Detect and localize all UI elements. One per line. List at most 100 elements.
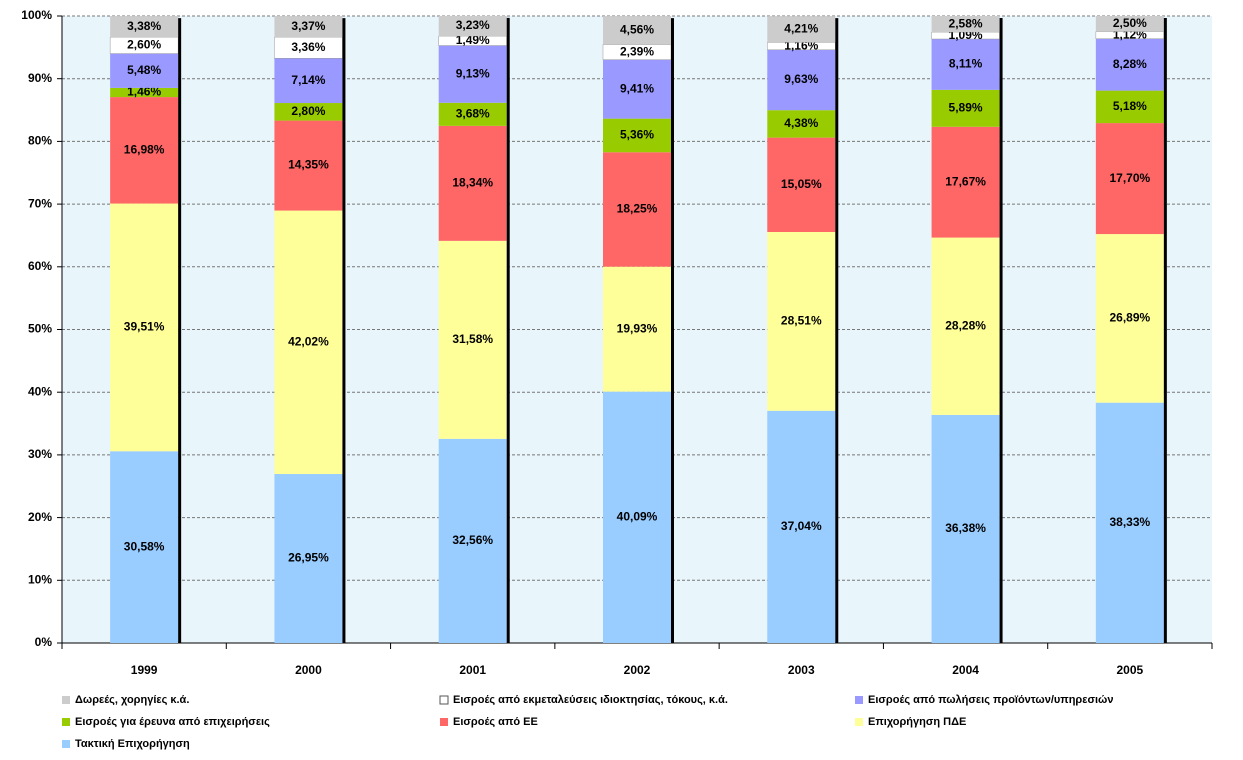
bar-segment [438, 102, 507, 126]
data-label: 3,68% [456, 106, 490, 120]
y-tick-label: 0% [35, 635, 53, 649]
x-tick-label: 1999 [131, 663, 158, 677]
legend-label: Τακτική Επιχορήγηση [75, 738, 190, 750]
y-tick-label: 30% [28, 447, 52, 461]
bar-segment [110, 97, 179, 204]
bar-segment [110, 53, 179, 88]
bar-segment [767, 16, 836, 43]
legend-swatch [62, 718, 70, 726]
data-label: 1,46% [127, 85, 161, 99]
data-label: 17,67% [945, 174, 986, 188]
bar-segment [1095, 123, 1164, 235]
bar-segment [438, 15, 507, 37]
bar-segment [274, 210, 343, 475]
bar-segment [603, 391, 671, 643]
data-label: 9,63% [784, 72, 818, 86]
data-label: 9,41% [620, 81, 654, 95]
data-label: 15,05% [781, 177, 822, 191]
bar-segment [603, 152, 671, 267]
data-label: 28,51% [781, 314, 822, 328]
bar-segment [931, 39, 1000, 90]
data-label: 1,49% [456, 33, 490, 47]
data-label: 4,21% [784, 21, 818, 35]
legend-swatch [855, 696, 863, 704]
y-tick-label: 20% [28, 510, 52, 524]
data-label: 4,38% [784, 116, 818, 130]
bar-segment [767, 232, 836, 411]
legend-label: Εισροές από εκμεταλεύσεις ιδιοκτησίας, τ… [453, 694, 728, 706]
data-label: 26,89% [1110, 311, 1151, 325]
bar-segment [603, 118, 671, 153]
y-tick-label: 10% [28, 572, 52, 586]
x-tick-label: 2000 [295, 663, 322, 677]
data-label: 18,34% [452, 176, 493, 190]
bar-segment [767, 137, 836, 233]
legend-swatch [62, 696, 70, 704]
data-label: 9,13% [456, 66, 490, 80]
y-tick-label: 100% [21, 8, 52, 22]
legend-swatch [439, 695, 449, 705]
y-tick-label: 80% [28, 134, 52, 148]
bar-segment [274, 58, 343, 104]
data-label: 5,48% [127, 63, 161, 77]
bar-segment [1095, 402, 1164, 643]
data-label: 26,95% [288, 551, 329, 565]
data-label: 42,02% [288, 334, 329, 348]
data-label: 2,58% [949, 16, 983, 30]
data-label: 3,37% [291, 19, 325, 33]
data-label: 19,93% [617, 321, 658, 335]
legend-label: Επιχορήγηση ΠΔΕ [868, 716, 966, 728]
bar-segment [110, 451, 179, 643]
bar-segment [931, 237, 1000, 415]
bar-segment [1095, 234, 1164, 403]
y-tick-label: 70% [28, 196, 52, 210]
data-label: 5,89% [949, 100, 983, 114]
bar-segment [274, 16, 343, 38]
bar-segment [603, 59, 671, 119]
bar-segment [438, 125, 507, 241]
data-label: 39,51% [124, 320, 165, 334]
data-label: 3,23% [456, 18, 490, 32]
data-label: 2,80% [291, 104, 325, 118]
bar-segment [274, 103, 343, 121]
legend-swatch [62, 740, 70, 748]
y-tick-label: 90% [28, 71, 52, 85]
bar-segment [1095, 16, 1164, 32]
bar-segment [931, 414, 1000, 643]
data-label: 2,39% [620, 44, 654, 58]
bar-segment [931, 126, 1000, 238]
data-label: 32,56% [452, 533, 493, 547]
bar-segment [931, 16, 1000, 33]
y-tick-label: 50% [28, 322, 52, 336]
data-label: 18,25% [617, 202, 658, 216]
bar-segment [438, 438, 507, 643]
x-tick-label: 2005 [1117, 663, 1144, 677]
legend-label: Εισροές για έρευνα από επιχειρήσεις [75, 716, 270, 728]
y-tick-label: 40% [28, 384, 52, 398]
y-tick-label: 60% [28, 259, 52, 273]
bar-segment [274, 474, 343, 643]
data-label: 3,38% [127, 19, 161, 33]
legend-label: Δωρεές, χορηγίες κ.ά. [75, 694, 189, 706]
data-label: 36,38% [945, 521, 986, 535]
legend-swatch [855, 718, 863, 726]
data-label: 28,28% [945, 318, 986, 332]
data-label: 7,14% [291, 73, 325, 87]
bar-segment [1095, 90, 1164, 124]
data-label: 17,70% [1110, 171, 1151, 185]
x-tick-label: 2001 [459, 663, 486, 677]
data-label: 4,56% [620, 23, 654, 37]
bar-segment [274, 120, 343, 211]
bar-segment [438, 240, 507, 439]
bar-segment [603, 16, 671, 45]
data-label: 16,98% [124, 142, 165, 156]
data-label: 38,33% [1110, 515, 1151, 529]
data-label: 14,35% [288, 158, 329, 172]
data-label: 2,50% [1113, 16, 1147, 30]
data-label: 31,58% [452, 332, 493, 346]
data-label: 5,36% [620, 128, 654, 142]
bar-segment [110, 87, 179, 98]
data-label: 8,11% [949, 57, 983, 71]
